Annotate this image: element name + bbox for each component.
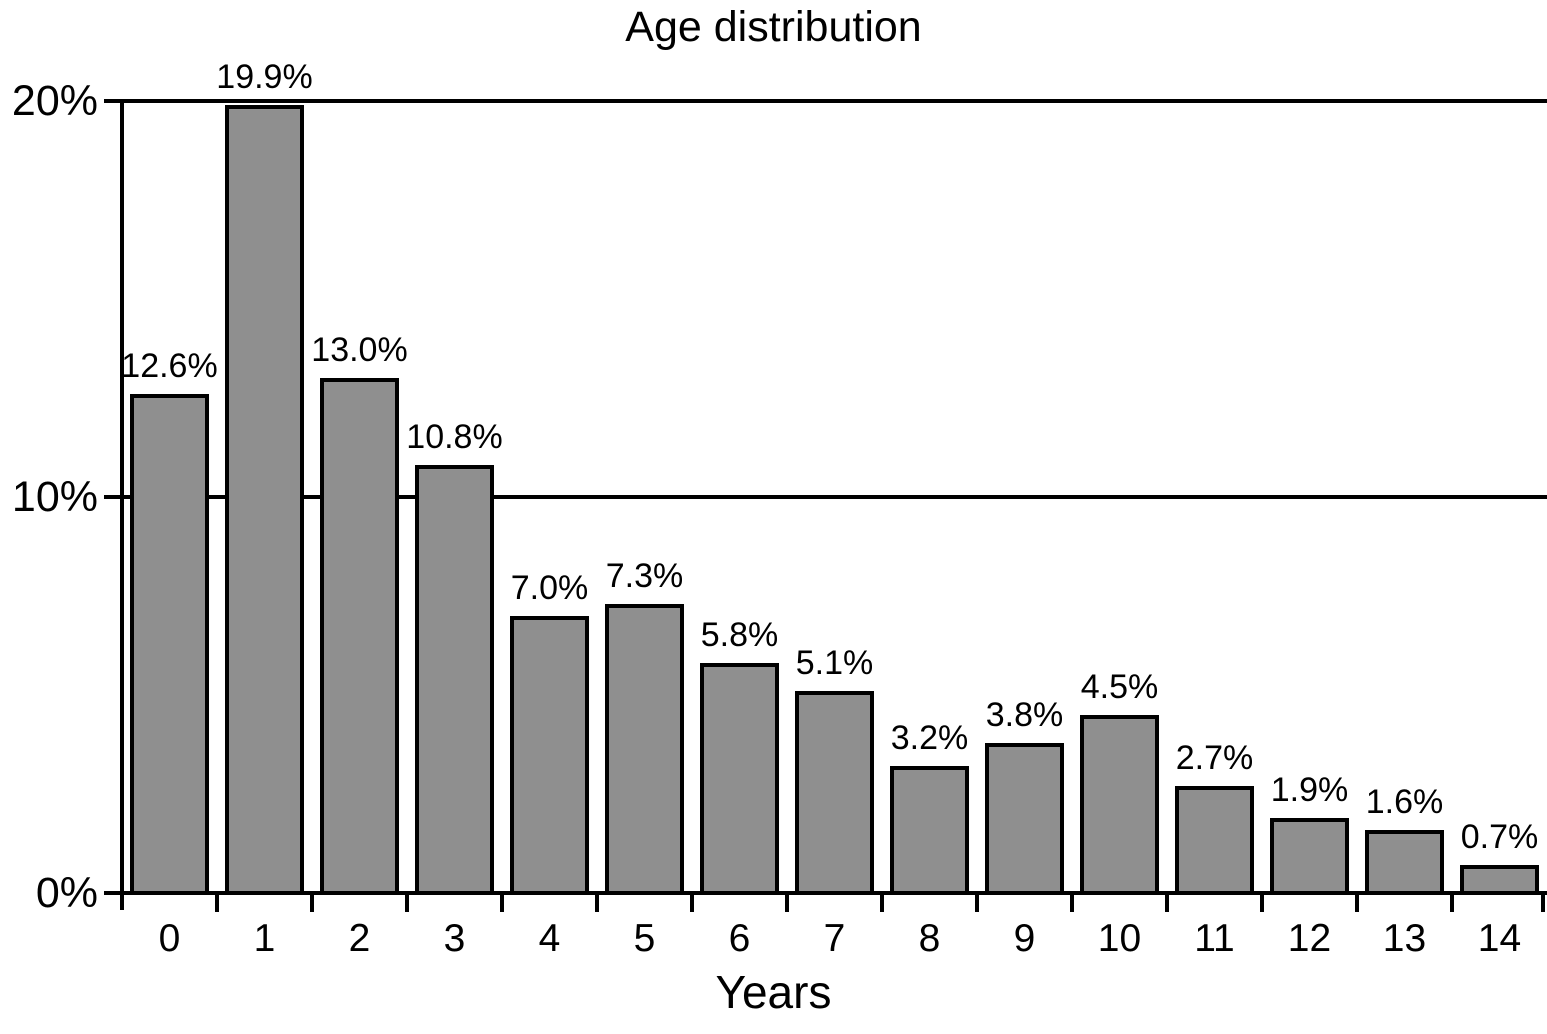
bar-value-label-13: 1.6% [1365, 783, 1444, 821]
x-tick-label-3: 3 [443, 917, 466, 960]
x-axis-tick-11 [1165, 895, 1169, 912]
x-axis-tick-8 [880, 895, 884, 912]
x-axis-title: Years [715, 966, 832, 1018]
bar-value-label-7: 5.1% [795, 644, 874, 682]
x-axis-tick-4 [500, 895, 504, 912]
x-tick-label-0: 0 [158, 917, 181, 960]
x-tick-label-1: 1 [253, 917, 276, 960]
y-axis-line [120, 99, 124, 910]
x-tick-label-8: 8 [918, 917, 941, 960]
x-tick-label-4: 4 [538, 917, 561, 960]
x-tick-label-9: 9 [1013, 917, 1036, 960]
bar-value-label-0: 12.6% [121, 347, 218, 385]
bar-value-label-10: 4.5% [1080, 668, 1159, 706]
bar-value-label-6: 5.8% [700, 616, 779, 654]
x-axis-tick-14 [1450, 895, 1454, 912]
bar-value-label-3: 10.8% [406, 418, 503, 456]
x-axis-tick-10 [1070, 895, 1074, 912]
bar-year-8 [890, 766, 969, 895]
x-tick-label-7: 7 [823, 917, 846, 960]
x-tick-label-12: 12 [1287, 917, 1332, 960]
bar-year-13 [1365, 830, 1444, 895]
bar-year-9 [985, 743, 1064, 895]
y-tick-label-10%: 10% [11, 473, 98, 521]
x-axis-tick-3 [405, 895, 409, 912]
bar-year-14 [1460, 865, 1539, 895]
bar-year-6 [700, 663, 779, 895]
bar-value-label-14: 0.7% [1460, 818, 1539, 856]
y-tick-label-0%: 0% [35, 869, 98, 917]
gridline-20 [104, 99, 1547, 103]
x-tick-label-6: 6 [728, 917, 751, 960]
bar-year-12 [1270, 818, 1349, 895]
x-tick-label-13: 13 [1382, 917, 1427, 960]
gridline-10 [104, 495, 1547, 499]
bar-year-3 [415, 465, 494, 895]
x-tick-label-2: 2 [348, 917, 371, 960]
y-tick-label-20%: 20% [11, 77, 98, 125]
x-axis-line [104, 891, 1547, 895]
x-tick-label-5: 5 [633, 917, 656, 960]
bar-value-label-12: 1.9% [1270, 771, 1349, 809]
bar-value-label-8: 3.2% [890, 719, 969, 757]
bar-year-0 [130, 394, 209, 895]
bar-value-label-4: 7.0% [510, 569, 589, 607]
x-axis-tick-2 [310, 895, 314, 912]
x-axis-tick-13 [1355, 895, 1359, 912]
x-axis-tick-end [1541, 895, 1545, 912]
x-tick-label-10: 10 [1097, 917, 1142, 960]
bar-value-label-9: 3.8% [985, 696, 1064, 734]
bar-value-label-2: 13.0% [311, 331, 408, 369]
chart-title: Age distribution [625, 3, 922, 51]
x-axis-tick-7 [785, 895, 789, 912]
x-axis-tick-1 [215, 895, 219, 912]
x-axis-tick-5 [595, 895, 599, 912]
bar-value-label-11: 2.7% [1175, 739, 1254, 777]
x-tick-label-11: 11 [1194, 917, 1235, 960]
x-axis-tick-12 [1260, 895, 1264, 912]
bar-year-1 [225, 105, 304, 895]
x-axis-tick-9 [975, 895, 979, 912]
bar-year-4 [510, 616, 589, 895]
bar-value-label-1: 19.9% [216, 58, 313, 96]
x-tick-label-14: 14 [1477, 917, 1522, 960]
bar-value-label-5: 7.3% [605, 557, 684, 595]
bar-year-2 [320, 378, 399, 895]
x-axis-tick-6 [690, 895, 694, 912]
bar-year-5 [605, 604, 684, 895]
